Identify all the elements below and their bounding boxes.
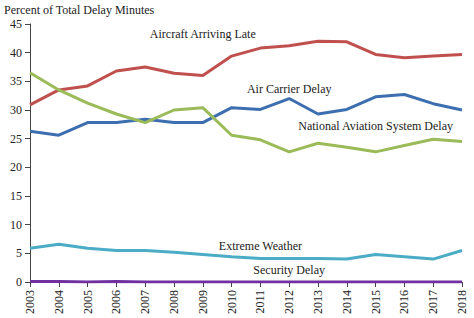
svg-text:45: 45 — [10, 17, 22, 31]
svg-text:2016: 2016 — [397, 290, 411, 314]
svg-text:National Aviation System Delay: National Aviation System Delay — [298, 119, 453, 133]
svg-text:2004: 2004 — [52, 290, 66, 314]
svg-text:2003: 2003 — [23, 290, 37, 314]
svg-text:Aircraft Arriving Late: Aircraft Arriving Late — [150, 27, 256, 41]
svg-text:15: 15 — [10, 189, 22, 203]
svg-text:2013: 2013 — [311, 290, 325, 314]
svg-text:2014: 2014 — [340, 290, 354, 314]
svg-text:2006: 2006 — [109, 290, 123, 314]
svg-text:2009: 2009 — [196, 290, 210, 314]
svg-text:Air Carrier Delay: Air Carrier Delay — [247, 82, 332, 96]
svg-text:20: 20 — [10, 160, 22, 174]
svg-text:40: 40 — [10, 46, 22, 60]
svg-text:0: 0 — [16, 275, 22, 289]
svg-text:Percent of Total Delay Minutes: Percent of Total Delay Minutes — [4, 3, 155, 17]
svg-text:Security Delay: Security Delay — [253, 263, 325, 277]
svg-text:10: 10 — [10, 218, 22, 232]
svg-text:35: 35 — [10, 74, 22, 88]
svg-text:2018: 2018 — [455, 290, 469, 314]
svg-text:2015: 2015 — [369, 290, 383, 314]
svg-text:2007: 2007 — [138, 290, 152, 314]
svg-text:2011: 2011 — [253, 290, 267, 314]
svg-text:5: 5 — [16, 246, 22, 260]
svg-text:2010: 2010 — [225, 290, 239, 314]
svg-text:30: 30 — [10, 103, 22, 117]
svg-text:25: 25 — [10, 132, 22, 146]
svg-text:2005: 2005 — [81, 290, 95, 314]
svg-text:2012: 2012 — [282, 290, 296, 314]
svg-text:2008: 2008 — [167, 290, 181, 314]
svg-text:2017: 2017 — [426, 290, 440, 314]
svg-text:Extreme Weather: Extreme Weather — [219, 239, 302, 253]
